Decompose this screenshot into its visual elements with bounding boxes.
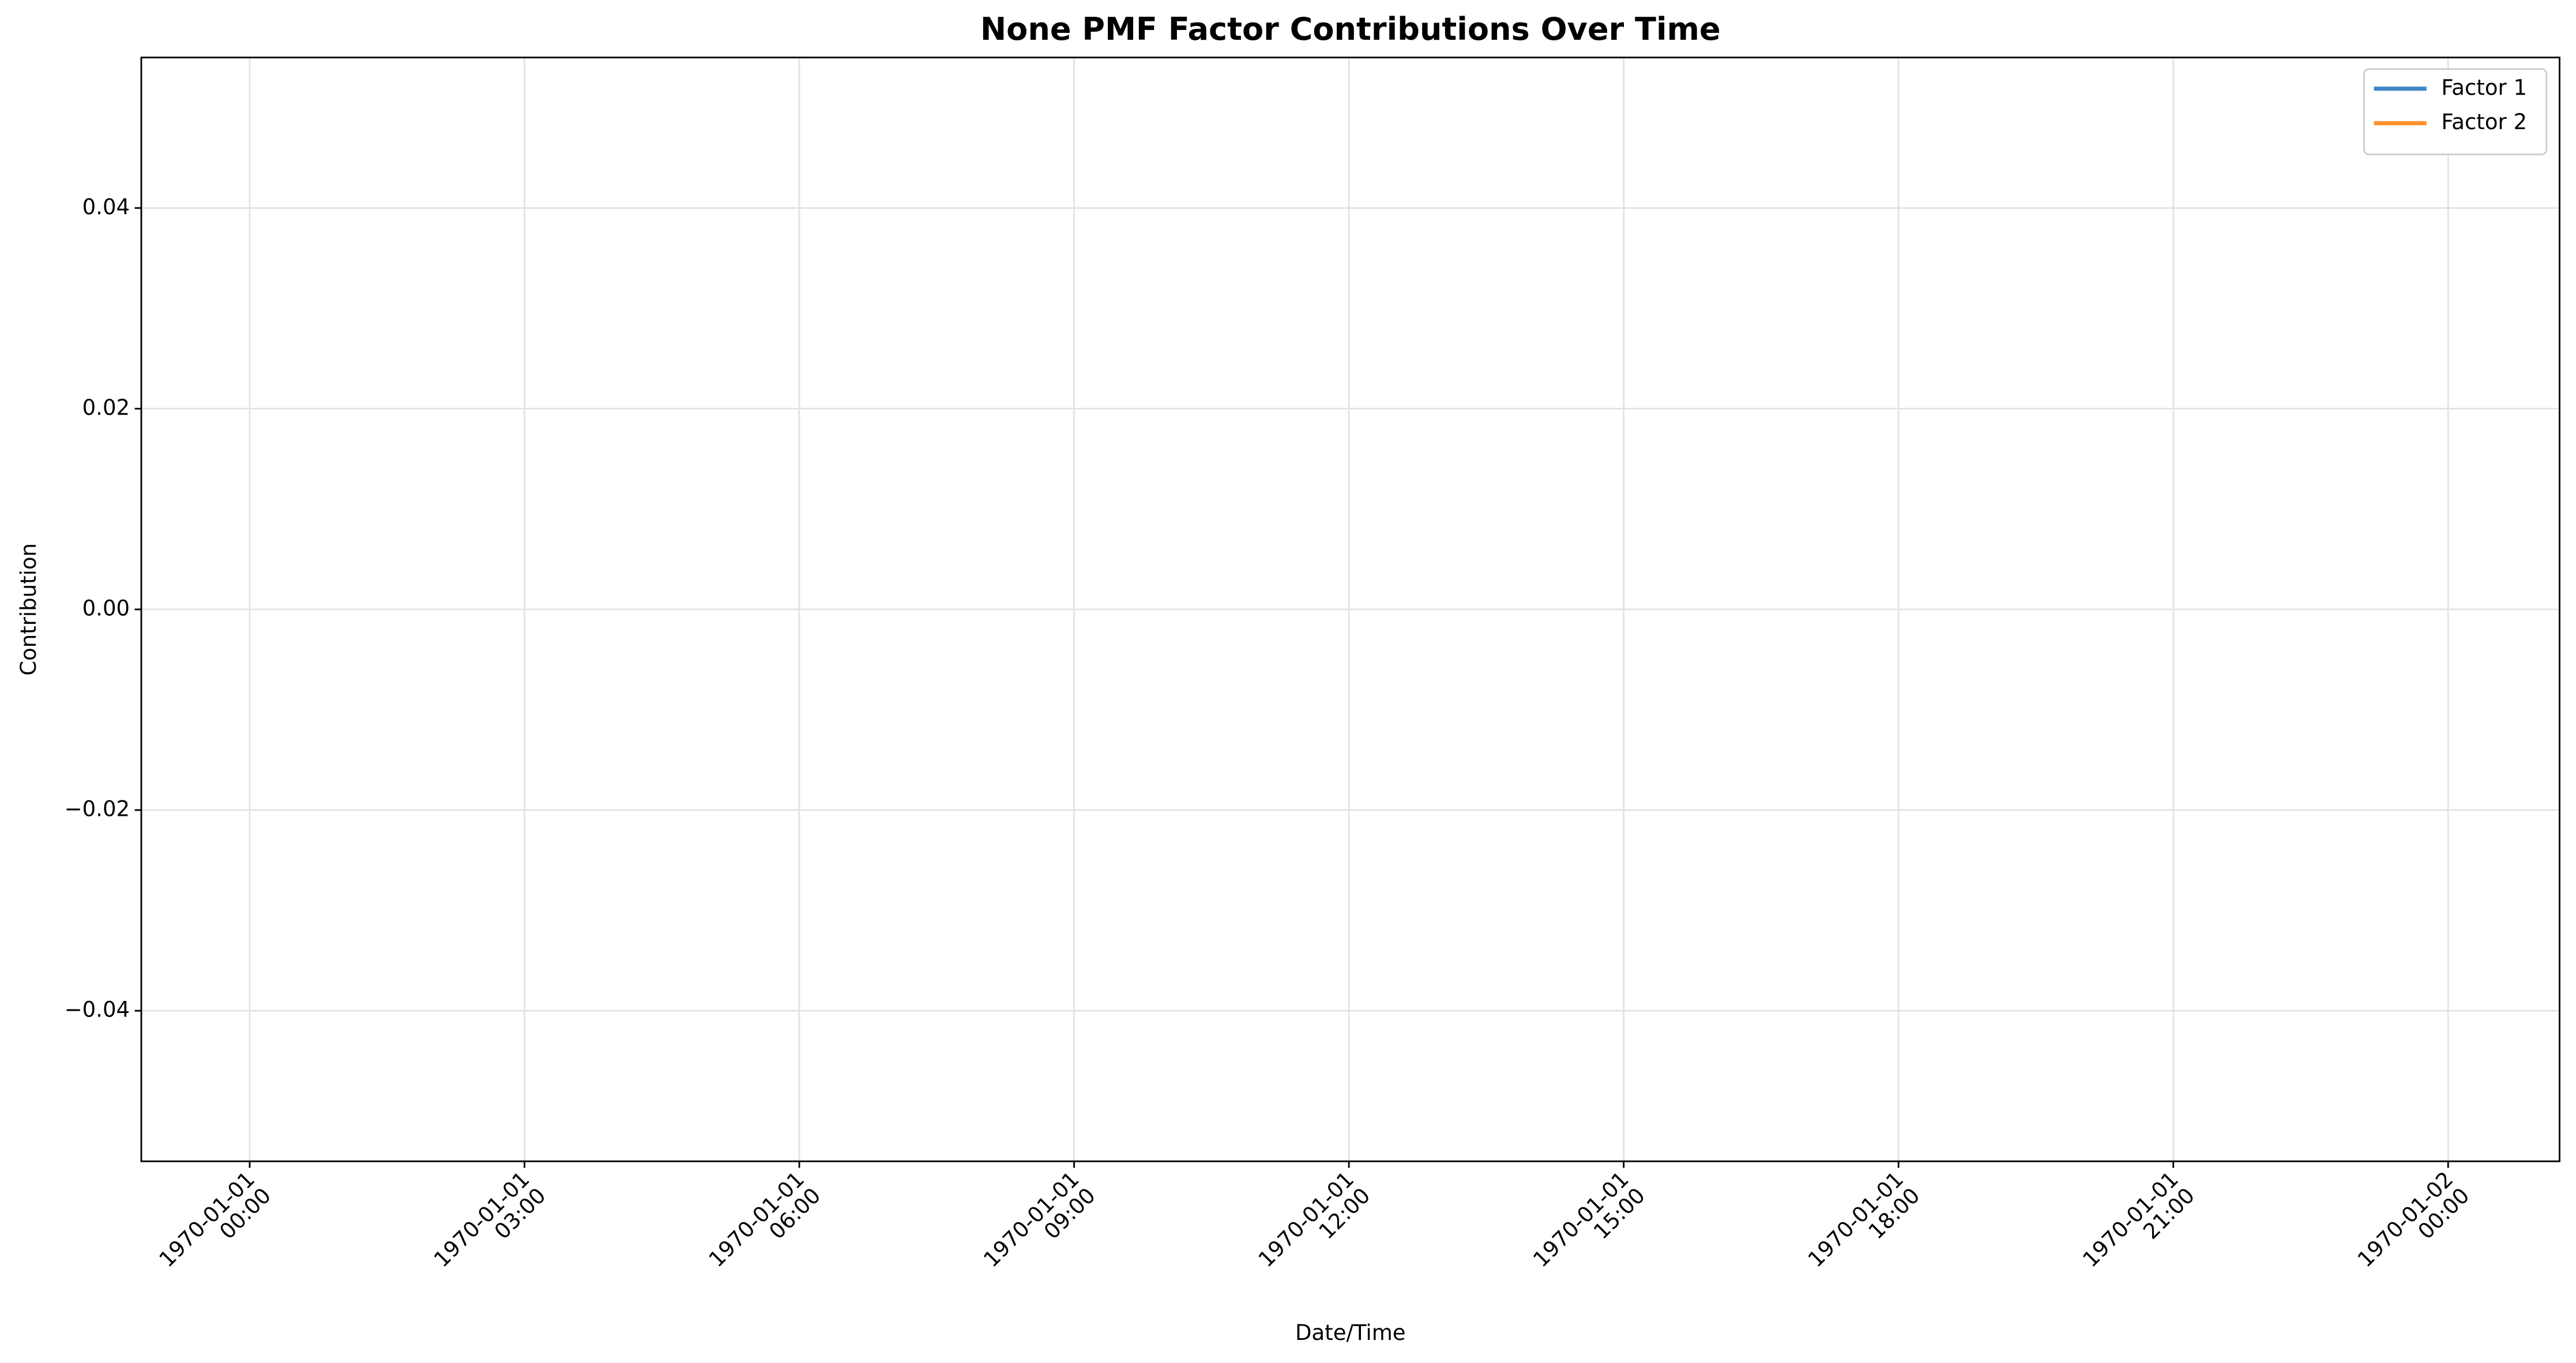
y-axis-label: Contribution [16,543,41,676]
y-tick-label: −0.02 [65,797,130,822]
legend-label: Factor 2 [2441,110,2527,134]
y-tick-label: −0.04 [65,997,130,1022]
y-tick-label: 0.02 [82,395,130,420]
plot-frame [140,57,2560,1162]
y-tick-label: 0.00 [82,596,130,620]
chart-title: None PMF Factor Contributions Over Time [980,11,1721,47]
x-axis-label: Date/Time [1295,1320,1406,1345]
y-tick-label: 0.04 [82,194,130,219]
legend-label: Factor 1 [2441,75,2527,100]
